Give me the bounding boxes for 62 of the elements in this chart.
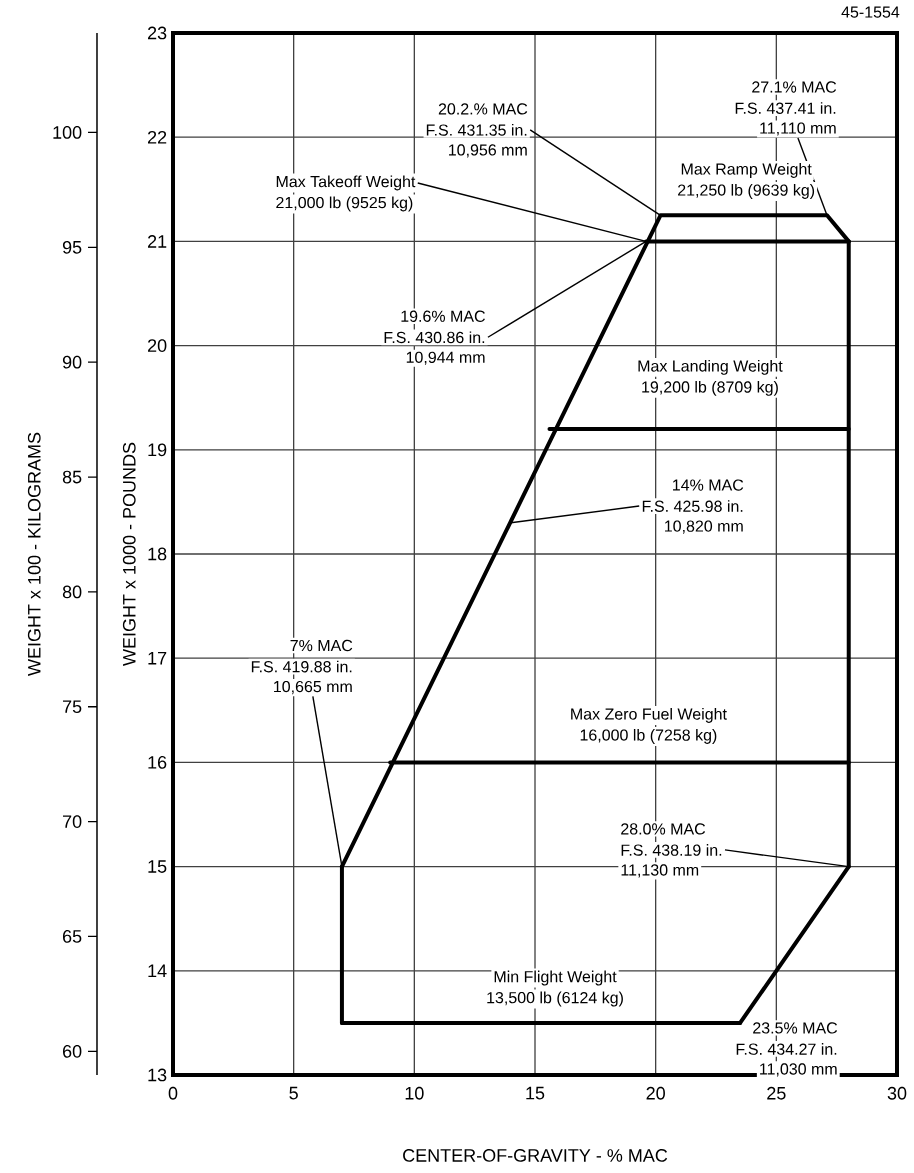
annotation: F.S. 431.35 in. xyxy=(426,124,527,136)
y2-tick-label: 100 xyxy=(53,126,82,139)
annotation: 14% MAC xyxy=(673,479,744,491)
annotation: F.S. 419.88 in. xyxy=(251,660,352,673)
annotation: 16,000 lb (7258 kg) xyxy=(580,728,717,744)
annotation: 10,820 mm xyxy=(665,520,743,534)
y-tick-label: 20 xyxy=(148,339,167,352)
y-tick-label: 19 xyxy=(148,443,167,457)
annotation: 11,030 mm xyxy=(760,1063,837,1077)
y-tick-label: 15 xyxy=(148,860,167,873)
annotation: Max Landing Weight xyxy=(638,359,783,375)
x-tick-label: 25 xyxy=(767,1086,786,1100)
annotation: 20.2.% MAC xyxy=(438,103,528,115)
annotation: Max Ramp Weight xyxy=(681,163,812,178)
y-tick-label: 21 xyxy=(148,235,167,248)
annotation: F.S. 434.27 in. xyxy=(736,1043,837,1055)
annotation: F.S. 437.41 in. xyxy=(735,102,836,114)
annotation: 21,250 lb (9639 kg) xyxy=(678,184,815,199)
annotation: Max Zero Fuel Weight xyxy=(571,707,727,723)
x-tick-label: 5 xyxy=(289,1086,298,1100)
annotation: 11,110 mm xyxy=(760,122,836,136)
y2-tick-label: 60 xyxy=(63,1044,82,1058)
y2-tick-label: 95 xyxy=(62,240,82,254)
x-axis-title: CENTER-OF-GRAVITY - % MAC xyxy=(403,1149,668,1162)
y-tick-label: 13 xyxy=(148,1068,167,1082)
annotation: 10,956 mm xyxy=(449,144,527,158)
annotation: F.S. 430.86 in. xyxy=(384,331,485,344)
y-axis-title: WEIGHT x 1000 - POUNDS xyxy=(122,442,136,666)
annotation: 23.5% MAC xyxy=(753,1022,838,1034)
y-tick-label: 22 xyxy=(148,130,167,144)
annotation: 10,944 mm xyxy=(406,351,485,365)
y2-tick-label: 80 xyxy=(62,585,82,599)
annotation: F.S. 425.98 in. xyxy=(642,500,743,512)
x-tick-label: 15 xyxy=(526,1086,545,1100)
annotation: Max Takeoff Weight xyxy=(276,175,416,191)
y2-tick-label: 65 xyxy=(63,930,82,943)
text: 45-1554 xyxy=(841,6,900,18)
annotation: Min Flight Weight xyxy=(494,970,617,986)
annotation: 11,130 mm xyxy=(621,864,699,878)
y-tick-label: 17 xyxy=(148,651,167,665)
annotation: 10,665 mm xyxy=(274,680,352,695)
y2-tick-label: 90 xyxy=(62,355,82,369)
x-tick-label: 0 xyxy=(168,1086,178,1100)
annotation: 19,200 lb (8709 kg) xyxy=(642,380,778,396)
annotation: 7% MAC xyxy=(290,639,353,652)
annotation: 13,500 lb (6124 kg) xyxy=(487,991,623,1007)
y-tick-label: 18 xyxy=(148,547,167,561)
annotation: 28.0% MAC xyxy=(621,823,706,835)
annotation: 27.1% MAC xyxy=(752,81,837,93)
annotation: 21,000 lb (9525 kg) xyxy=(276,196,413,212)
x-tick-label: 30 xyxy=(887,1086,907,1100)
y2-tick-label: 75 xyxy=(63,700,82,714)
y-tick-label: 23 xyxy=(148,26,167,40)
annotation: 19.6% MAC xyxy=(401,310,485,322)
x-tick-label: 20 xyxy=(646,1086,665,1100)
annotation: F.S. 438.19 in. xyxy=(621,844,722,856)
y2-tick-label: 70 xyxy=(63,815,82,828)
x-tick-label: 10 xyxy=(405,1086,424,1100)
y2-tick-label: 85 xyxy=(62,470,82,484)
y-tick-label: 14 xyxy=(148,964,167,977)
y-tick-label: 16 xyxy=(148,756,167,769)
y2-axis-title: WEIGHT x 100 - KILOGRAMS xyxy=(27,432,41,676)
